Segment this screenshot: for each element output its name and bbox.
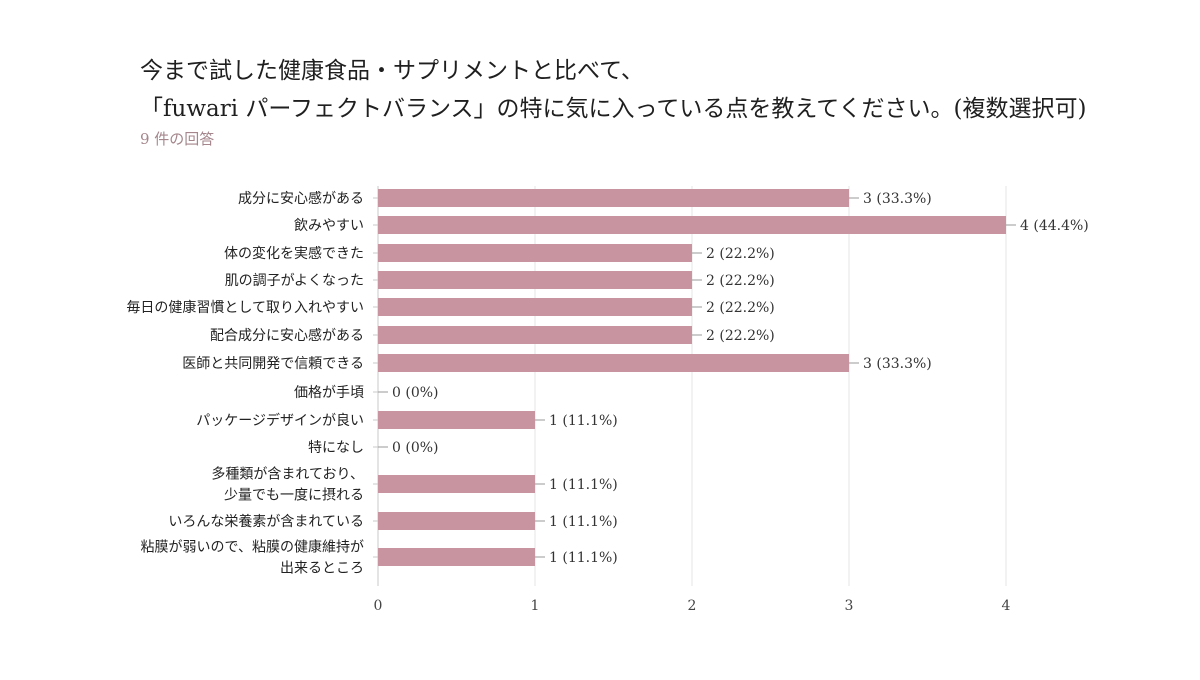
bar	[378, 548, 535, 566]
x-tick-label: 3	[845, 598, 854, 614]
x-tick-label: 0	[374, 598, 383, 614]
category-label: パッケージデザインが良い	[196, 412, 364, 429]
category-label: 飲みやすい	[294, 218, 364, 234]
bar	[378, 512, 535, 530]
category-label: 特になし	[308, 440, 364, 456]
category-label: 肌の調子がよくなった	[225, 273, 364, 289]
x-tick-label: 4	[1002, 598, 1011, 614]
bar	[378, 271, 692, 289]
data-label: 1 (11.1%)	[549, 413, 618, 429]
data-label: 1 (11.1%)	[549, 550, 618, 566]
data-label: 0 (0%)	[392, 385, 439, 401]
data-label: 2 (22.2%)	[706, 246, 775, 262]
category-label: 成分に安心感がある	[238, 190, 364, 207]
data-label: 1 (11.1%)	[549, 514, 618, 530]
bar	[378, 475, 535, 493]
category-label: 医師と共同開発で信頼できる	[182, 356, 364, 372]
data-label: 2 (22.2%)	[706, 273, 775, 289]
category-label: 多種類が含まれており、	[211, 466, 364, 483]
bar	[378, 354, 849, 372]
bar	[378, 189, 849, 207]
x-tick-label: 1	[531, 598, 540, 614]
category-label: 体の変化を実感できた	[224, 245, 364, 262]
category-label: 少量でも一度に摂れる	[224, 488, 364, 504]
chart-title: 今まで試した健康食品・サプリメントと比べて、 「fuwari パーフェクトバラン…	[140, 52, 1180, 128]
category-label: いろんな栄養素が含まれている	[168, 513, 364, 530]
response-count: 9 件の回答	[140, 130, 215, 148]
data-label: 2 (22.2%)	[706, 328, 775, 344]
category-label: 毎日の健康習慣として取り入れやすい	[126, 299, 364, 316]
bar	[378, 411, 535, 429]
data-label: 0 (0%)	[392, 440, 439, 456]
bar	[378, 244, 692, 262]
category-label: 価格が手頃	[294, 385, 364, 401]
category-label: 出来るところ	[280, 561, 364, 577]
x-tick-label: 2	[688, 598, 697, 614]
data-label: 2 (22.2%)	[706, 300, 775, 316]
data-label: 4 (44.4%)	[1020, 218, 1089, 234]
title-line-1: 今まで試した健康食品・サプリメントと比べて、	[140, 58, 644, 84]
bar	[378, 326, 692, 344]
category-label: 配合成分に安心感がある	[210, 327, 364, 344]
bar	[378, 216, 1006, 234]
category-label: 粘膜が弱いので、粘膜の健康維持が	[141, 539, 364, 556]
title-line-2: 「fuwari パーフェクトバランス」の特に気に入っている点を教えてください。(…	[140, 96, 1087, 122]
data-label: 1 (11.1%)	[549, 477, 618, 493]
data-label: 3 (33.3%)	[863, 356, 932, 372]
bar	[378, 298, 692, 316]
data-label: 3 (33.3%)	[863, 191, 932, 207]
